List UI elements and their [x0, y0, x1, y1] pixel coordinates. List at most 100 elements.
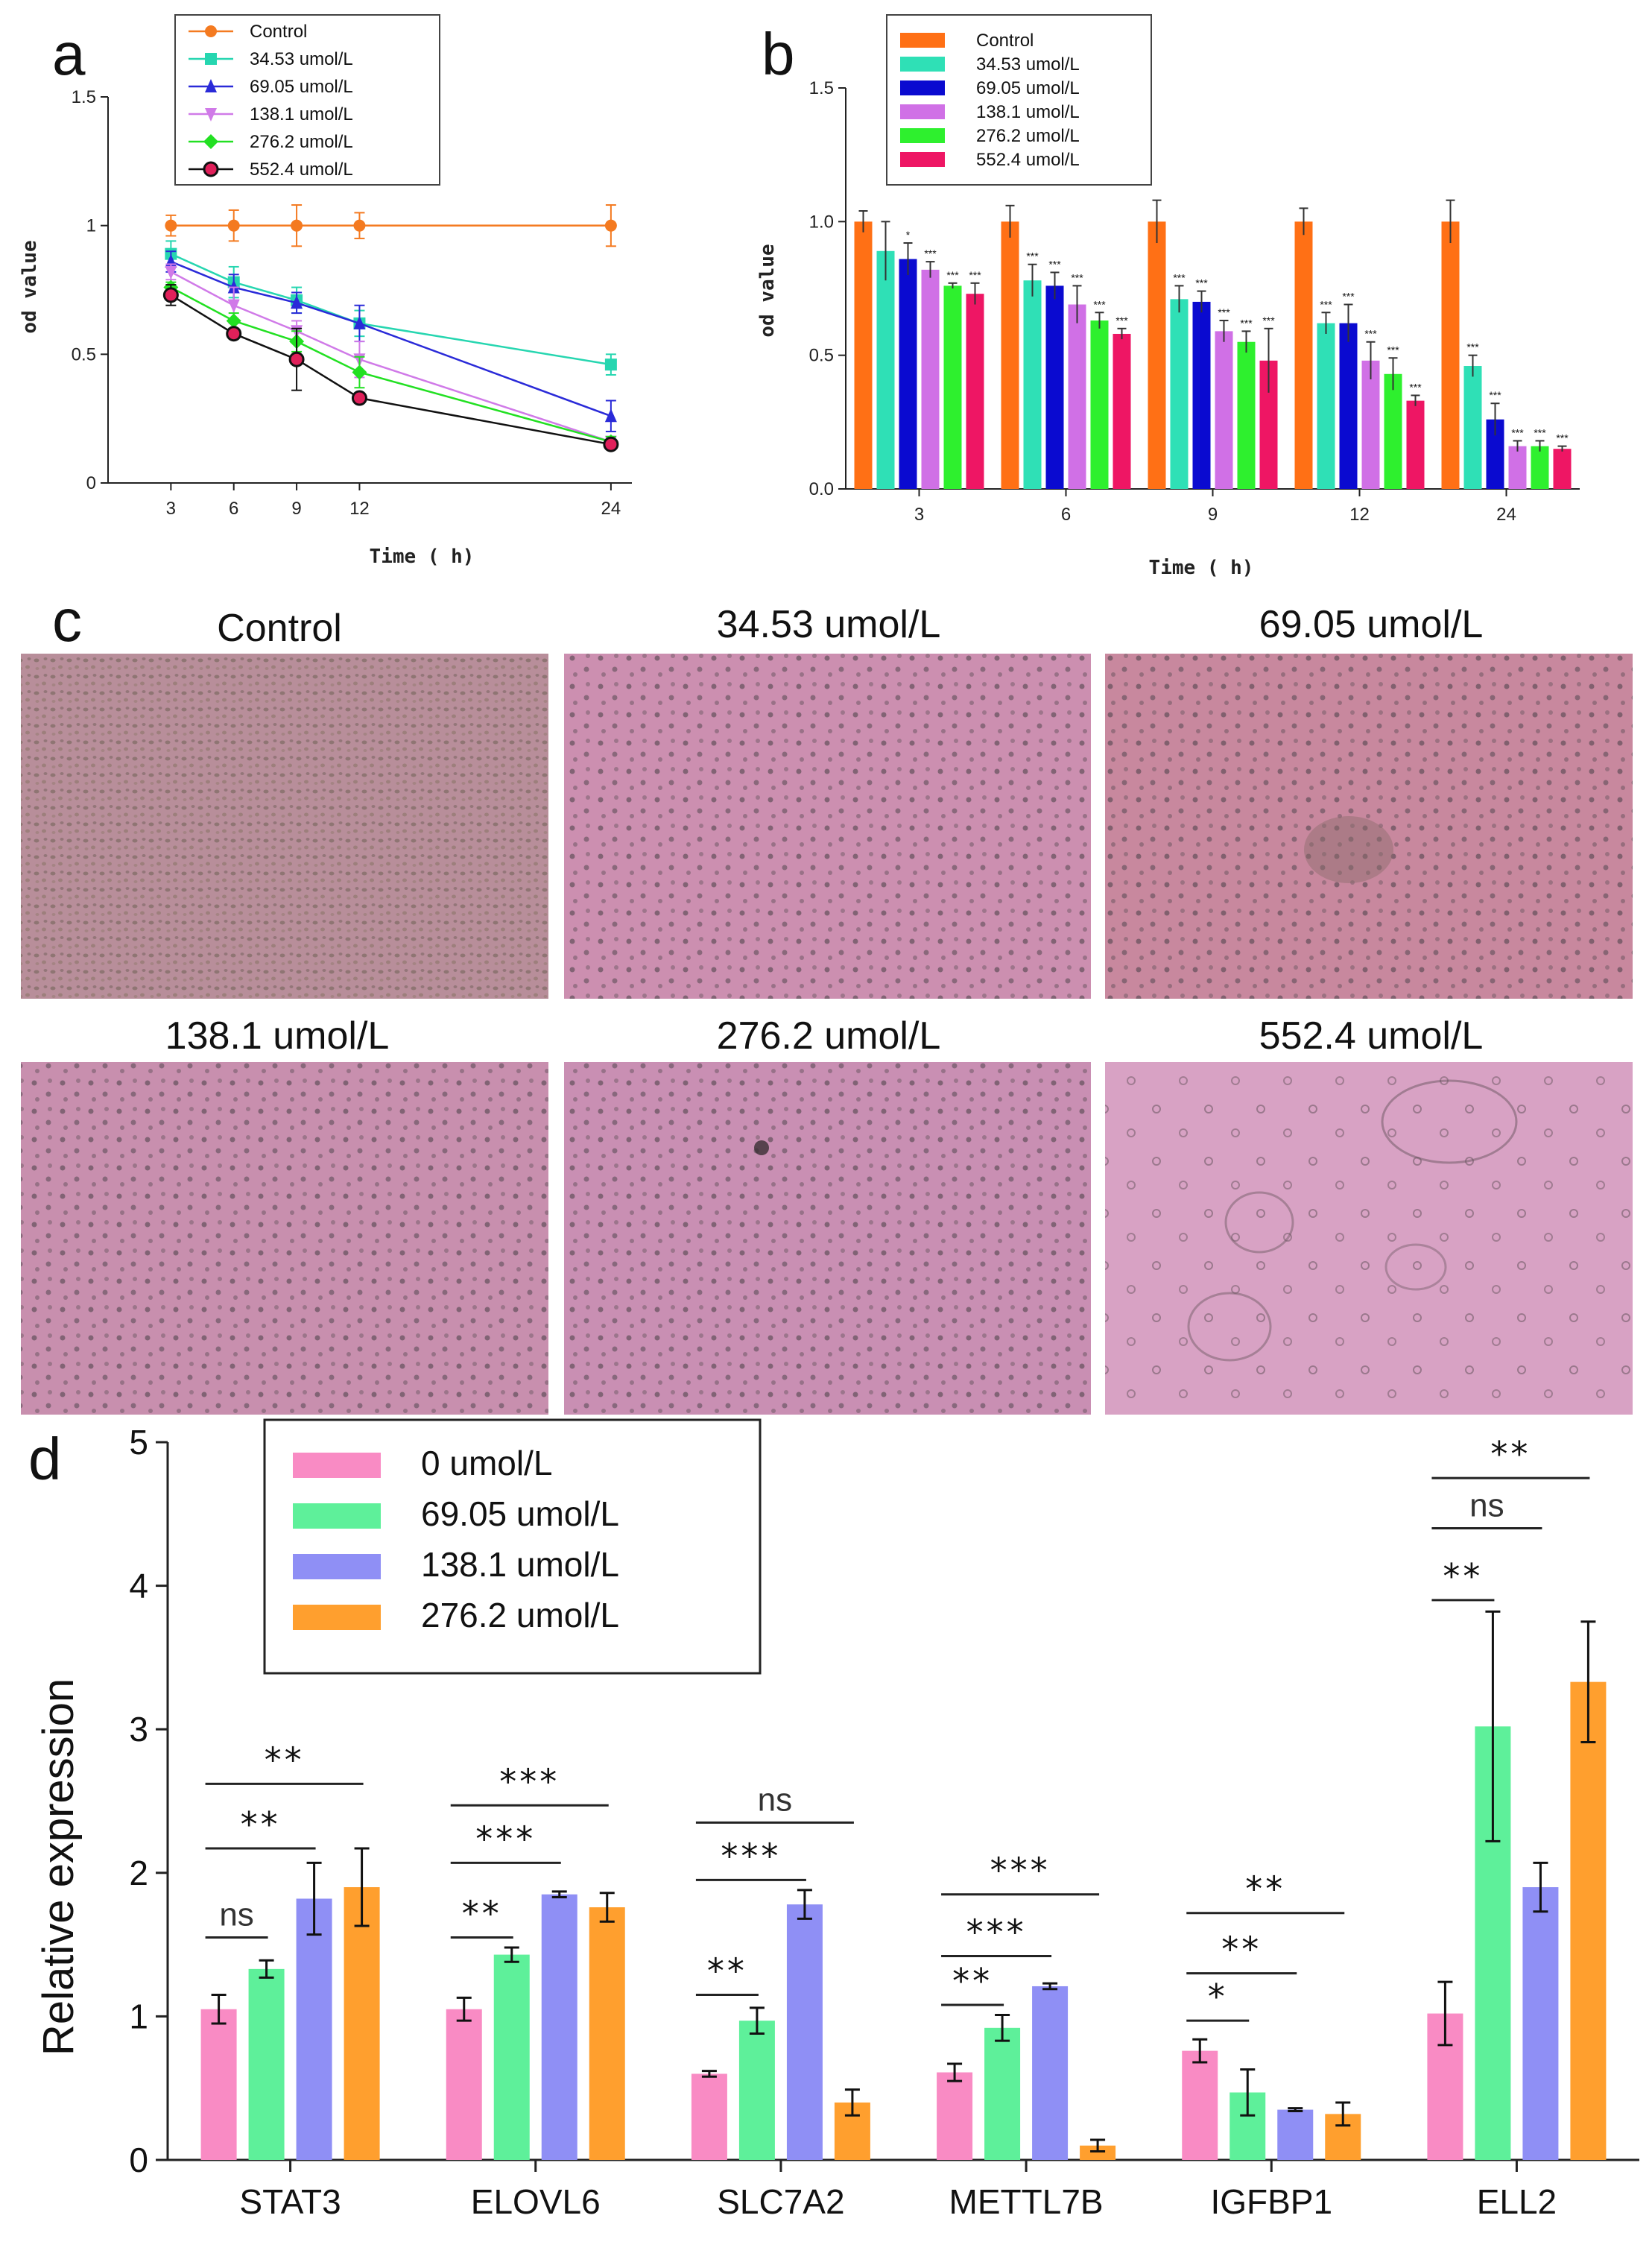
chart-a-legend-marker — [203, 134, 218, 149]
chart-b-bar — [1384, 373, 1402, 489]
chart-b-bar — [1090, 320, 1109, 489]
chart-d-ytick-label: 0 — [129, 2141, 148, 2179]
chart-a-xtick-label: 9 — [291, 499, 301, 519]
chart-b-significance: *** — [1240, 317, 1253, 329]
chart-a-xtick-label: 6 — [229, 499, 238, 519]
photo-title-34-53: 34.53 umol/L — [717, 603, 941, 646]
chart-d-legend-label: 276.2 umol/L — [421, 1596, 619, 1634]
chart-b-bar — [1294, 221, 1313, 489]
chart-d-ylabel: Relative expression — [34, 1678, 83, 2056]
chart-b-legend-swatch — [900, 33, 945, 48]
chart-b-legend-label: 69.05 umol/L — [976, 78, 1080, 98]
chart-d-comparison-label: *** — [721, 1836, 781, 1876]
chart-b-xlabel: Time ( h) — [1149, 557, 1254, 579]
chart-b-bar — [921, 269, 940, 489]
chart-d-comparison-label: ** — [1245, 1869, 1285, 1910]
chart-b-xtick-label: 9 — [1208, 505, 1218, 525]
chart-d-legend-label: 0 umol/L — [421, 1444, 552, 1482]
chart-b-legend-label: 276.2 umol/L — [976, 126, 1080, 146]
chart-a-legend-marker — [205, 25, 217, 37]
chart-a-xtick-label: 3 — [166, 499, 176, 519]
chart-b-bar — [1045, 285, 1064, 489]
chart-b-ytick-label: 0.0 — [809, 479, 834, 499]
chart-b-significance: *** — [946, 269, 959, 281]
chart-d-bar — [248, 1968, 285, 2160]
chart-b-significance: *** — [1466, 341, 1479, 353]
chart-d-bar — [691, 2073, 727, 2160]
chart-a-point — [226, 313, 241, 329]
chart-b-significance: *** — [1026, 250, 1039, 262]
chart-b-bar: od value Time ( h) 0.00.51.01.53******* *… — [756, 14, 1580, 579]
chart-a-ylabel: od value — [19, 240, 41, 333]
chart-b-significance: *** — [1195, 277, 1208, 289]
chart-b-ytick-label: 0.5 — [809, 346, 834, 366]
chart-b-ytick-label: 1.5 — [809, 78, 834, 98]
chart-b-significance: *** — [1556, 432, 1569, 444]
chart-b-significance: *** — [1173, 271, 1186, 283]
chart-d-comparison-label: ** — [707, 1951, 747, 1991]
chart-d-bar — [738, 2021, 775, 2160]
chart-b-xtick-label: 3 — [914, 505, 924, 525]
photo-title-138-1: 138.1 umol/L — [165, 1014, 390, 1058]
chart-d-comparison-label: ns — [219, 1896, 253, 1933]
chart-d-bar — [589, 1907, 625, 2160]
chart-d-bar — [786, 1904, 823, 2160]
chart-a-legend-label: 552.4 umol/L — [250, 159, 353, 180]
chart-a-xtick-label: 12 — [349, 499, 370, 519]
chart-b-bar — [1553, 449, 1572, 489]
chart-b-bar — [1215, 331, 1233, 489]
chart-b-significance: *** — [924, 247, 937, 259]
chart-d-comparison-label: *** — [990, 1851, 1051, 1891]
chart-b-bar — [1023, 280, 1042, 489]
chart-a-series-line — [170, 286, 612, 443]
chart-d-ytick-label: 2 — [129, 1854, 148, 1892]
chart-d-bar — [1032, 1986, 1069, 2160]
chart-d-legend-swatch — [293, 1605, 381, 1630]
chart-d-xtick-label: METTL7B — [949, 2182, 1104, 2221]
chart-d-bar — [446, 2009, 482, 2160]
chart-b-significance: *** — [1511, 426, 1524, 438]
chart-a-xtick-label: 24 — [601, 499, 621, 519]
chart-d-legend-swatch — [293, 1554, 381, 1579]
chart-d-xtick-label: STAT3 — [239, 2182, 341, 2221]
chart-b-significance: *** — [1048, 258, 1061, 270]
chart-b-legend-swatch — [900, 128, 945, 143]
micrograph-34-53 — [564, 654, 1091, 999]
chart-b-legend-swatch — [900, 104, 945, 119]
chart-a-ytick-label: 1.5 — [72, 87, 96, 107]
chart-b-legend-label: 552.4 umol/L — [976, 150, 1080, 170]
chart-a-point — [352, 364, 367, 380]
chart-d-comparison-label: *** — [499, 1761, 560, 1801]
chart-a-point — [603, 436, 619, 452]
chart-d-bar — [1522, 1887, 1559, 2160]
chart-d-bar — [541, 1894, 577, 2160]
panel-label-d: d — [28, 1426, 62, 1492]
chart-a-point — [353, 219, 366, 232]
chart-b-significance: *** — [1489, 389, 1501, 401]
chart-b-significance: *** — [1115, 315, 1128, 326]
chart-b-bar — [1001, 221, 1019, 489]
chart-b-bar — [1441, 221, 1460, 489]
chart-b-significance: *** — [1218, 306, 1230, 318]
chart-a-point — [353, 315, 366, 329]
chart-a-point — [227, 219, 240, 232]
chart-a-legend-marker — [203, 161, 219, 177]
chart-b-bar — [1406, 400, 1425, 489]
chart-d-bar — [296, 1898, 332, 2160]
chart-d-bar: Relative expression 0 1 2 3 4 5 STAT3 ELOVL6 SLC… — [34, 1418, 1639, 2221]
chart-b-ylabel: od value — [756, 244, 779, 337]
chart-a-ytick-label: 0.5 — [72, 344, 96, 364]
chart-d-bar — [344, 1887, 380, 2160]
micrograph-138-1 — [21, 1062, 548, 1415]
chart-a-legend-label: 69.05 umol/L — [250, 77, 353, 97]
chart-b-bar — [1170, 299, 1189, 489]
chart-d-comparison-label: ** — [1490, 1434, 1531, 1474]
chart-d-comparison-label: *** — [475, 1819, 536, 1859]
chart-d-bar — [1570, 1681, 1607, 2160]
chart-a-point — [604, 219, 617, 232]
chart-b-bar — [1361, 360, 1380, 489]
chart-b-significance: *** — [1071, 271, 1083, 283]
chart-d-comparison-label: ** — [1443, 1556, 1483, 1596]
photo-title-69-05: 69.05 umol/L — [1259, 603, 1484, 646]
